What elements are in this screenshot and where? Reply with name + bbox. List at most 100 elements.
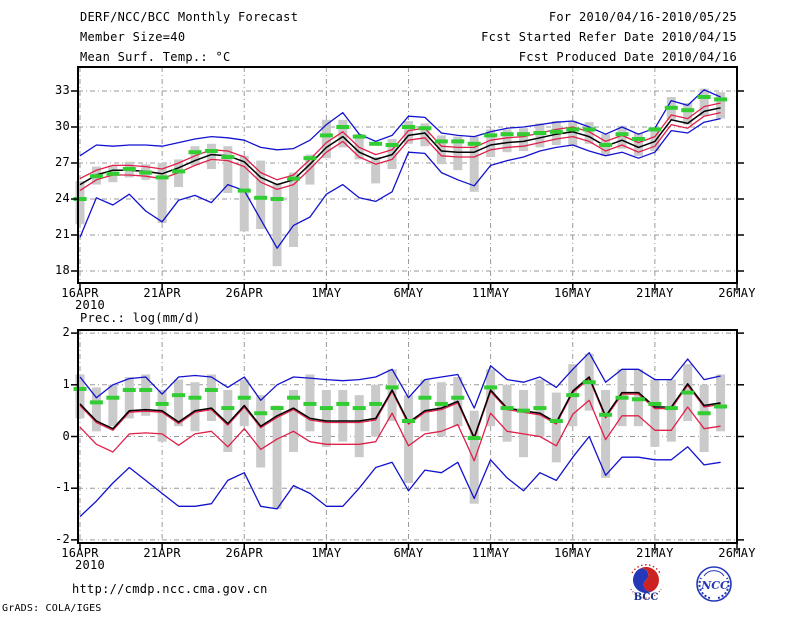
bcc-arc-top: [631, 564, 661, 574]
member-spread-bar: [91, 387, 101, 432]
bcc-logo: BCC: [630, 564, 662, 603]
member-spread-bar: [141, 374, 151, 416]
x-tick-label: 16APR: [61, 546, 99, 560]
x-axis-year-label: 2010: [74, 298, 106, 312]
member-spread-bar: [387, 369, 397, 421]
series-ensemble-min: [79, 117, 721, 249]
member-spread-bar: [190, 382, 200, 432]
x-tick-label: 21APR: [143, 286, 181, 300]
member-spread-bar: [321, 389, 331, 447]
x-tick-label: 21APR: [143, 546, 181, 560]
x-tick-label: 26APR: [225, 546, 264, 560]
ncc-logo-text: NCC: [700, 579, 729, 592]
forecast-range-label: For 2010/04/16-2010/05/25: [548, 10, 737, 24]
member-spread-bar: [223, 389, 233, 453]
member-spread-bar: [716, 92, 726, 119]
y-tick-label: 24: [54, 191, 70, 205]
ncc-globe-arc: [703, 570, 725, 577]
y-tick-label: 1: [62, 376, 70, 391]
y-tick-label: 33: [54, 83, 70, 97]
member-spread-bar: [272, 405, 282, 509]
plot-frame: [77, 66, 738, 284]
precipitation-forecast-chart: [71, 329, 744, 550]
member-size-label: Member Size=40: [80, 30, 186, 44]
member-spread-bar: [666, 379, 676, 442]
member-spread-bar: [633, 133, 643, 156]
member-spread-bar: [157, 389, 167, 442]
member-spread-bar: [157, 163, 167, 223]
member-spread-bar: [404, 121, 413, 144]
bcc-logo-text: BCC: [634, 592, 659, 603]
series-ensemble-max: [79, 352, 721, 409]
member-spread-bar: [650, 379, 660, 447]
member-spread-bar: [420, 123, 430, 147]
x-tick-label: 11MAY: [471, 286, 510, 300]
member-spread-bar: [371, 384, 381, 437]
x-tick-label: 16MAY: [553, 286, 592, 300]
grads-credit: GrADS: COLA/IGES: [2, 603, 102, 614]
x-tick-label: 26APR: [225, 286, 264, 300]
x-tick-label: 21MAY: [636, 546, 674, 560]
panel1-variable-label: Mean Surf. Temp.: °C: [80, 50, 231, 64]
website-url: http://cmdp.ncc.cma.gov.cn: [72, 582, 268, 596]
member-spread-bar: [551, 392, 561, 463]
member-spread-bar: [256, 160, 266, 229]
x-tick-label: 1MAY: [311, 286, 342, 300]
x-tick-label: 21MAY: [636, 286, 674, 300]
x-tick-label: 6MAY: [393, 546, 424, 560]
x-tick-label: 26MAY: [718, 546, 756, 560]
bcc-arc-bottom: [630, 588, 662, 599]
ncc-wreath-right: [717, 577, 730, 599]
member-spread-bar: [469, 136, 479, 192]
member-spread-bar: [436, 135, 446, 165]
member-spread-bar: [650, 127, 660, 151]
member-spread-bar: [502, 129, 512, 153]
ncc-wreath-left: [698, 577, 711, 599]
header-right-block: For 2010/04/16-2010/05/25 Fcst Started R…: [481, 7, 737, 67]
member-spread-bar: [289, 389, 299, 453]
bcc-swirl-blue: [633, 568, 655, 593]
x-tick-label: 16APR: [61, 286, 99, 300]
member-spread-bar: [486, 369, 496, 427]
member-spread-bar: [584, 122, 594, 144]
series-lower-band: [79, 111, 721, 192]
bcc-swirl-red: [637, 567, 659, 592]
member-spread-bar: [404, 395, 413, 484]
member-spread-bar: [256, 395, 266, 468]
produced-date-label: Fcst Produced Date 2010/04/16: [518, 50, 737, 64]
member-spread-bar: [699, 88, 709, 117]
ncc-logo: NCC: [696, 566, 732, 602]
y-tick-label: 30: [54, 119, 70, 133]
member-spread-bar: [568, 121, 578, 147]
member-spread-bar: [699, 384, 709, 453]
member-spread-bar: [535, 123, 545, 148]
x-tick-label: 6MAY: [393, 286, 424, 300]
member-spread-bar: [239, 379, 249, 427]
member-spread-bar: [289, 172, 299, 247]
temperature-forecast-chart: [71, 66, 744, 290]
series-lower-band: [79, 399, 721, 462]
member-spread-bar: [174, 379, 184, 427]
y-tick-label: 21: [54, 227, 70, 241]
y-tick-label: 2: [62, 325, 70, 340]
series-ensemble-min: [79, 435, 721, 518]
member-spread-bar: [206, 374, 216, 421]
refer-date-label: Fcst Started Refer Date 2010/04/15: [481, 30, 737, 44]
member-spread-bar: [272, 183, 282, 267]
member-spread-bar: [124, 377, 134, 419]
member-spread-bar: [601, 389, 611, 478]
member-spread-bar: [338, 389, 348, 442]
member-spread-bar: [420, 379, 430, 432]
y-tick-label: 27: [54, 155, 70, 169]
x-tick-label: 11MAY: [471, 546, 510, 560]
member-spread-bar: [75, 181, 85, 225]
member-spread-bar: [75, 374, 85, 419]
logo-block: BCC NCC: [630, 564, 732, 603]
x-tick-label: 16MAY: [553, 546, 592, 560]
x-axis-year-label: 2010: [74, 558, 106, 572]
member-spread-bar: [502, 384, 512, 442]
y-tick-label: -1: [54, 480, 70, 495]
header-left-block: DERF/NCC/BCC Monthly Forecast Member Siz…: [80, 7, 298, 67]
member-spread-bar: [371, 157, 381, 184]
member-spread-bar: [338, 119, 348, 148]
